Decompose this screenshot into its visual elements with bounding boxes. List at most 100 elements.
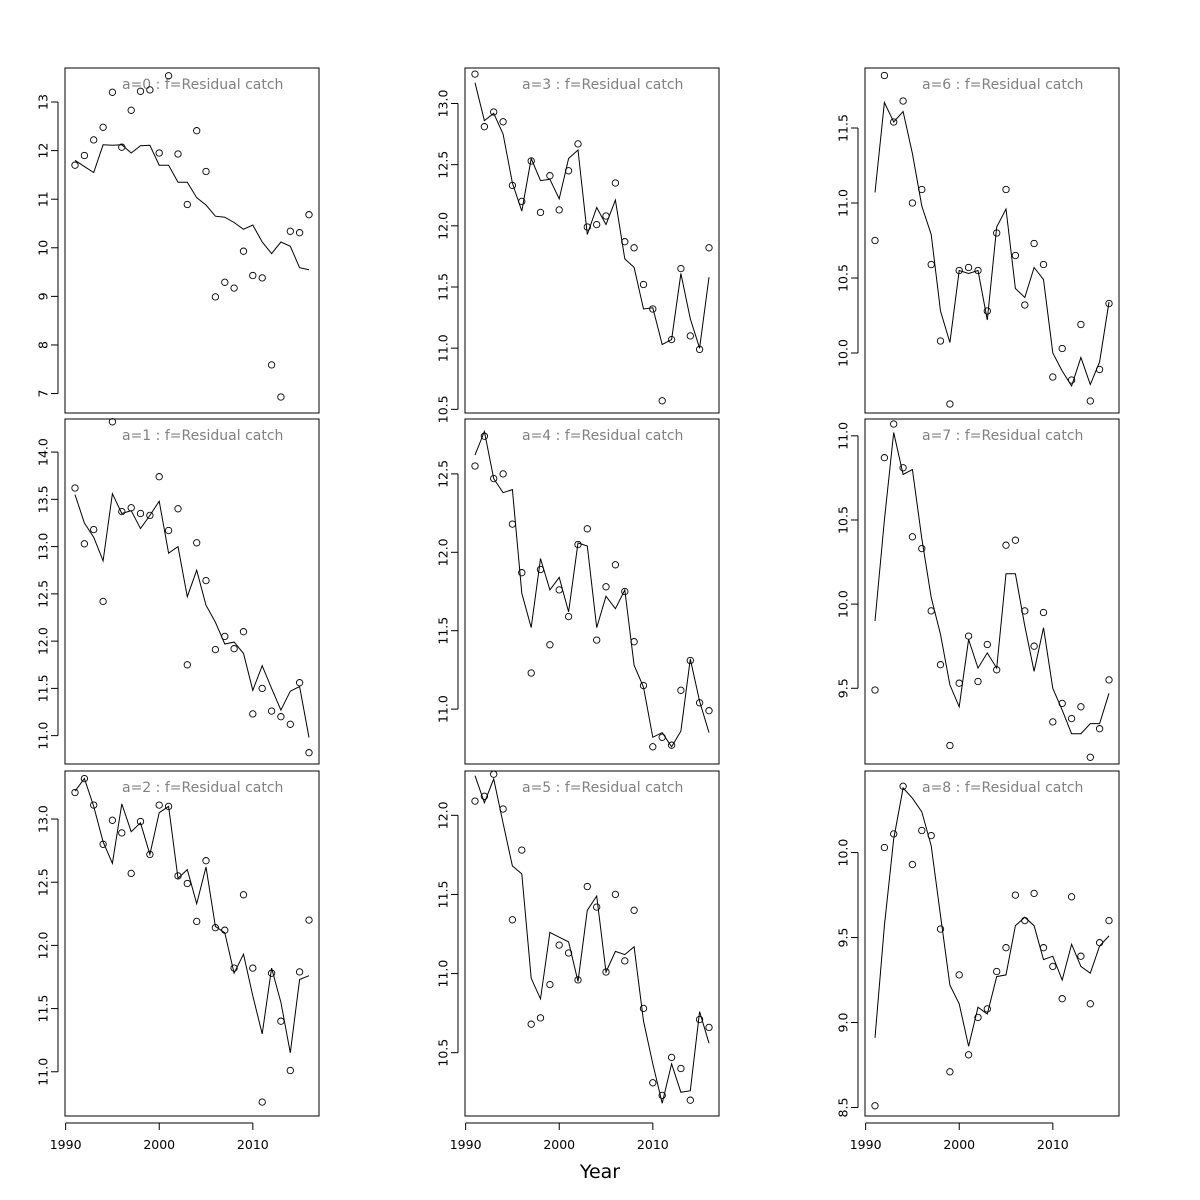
- panel-title: a=3 : f=Residual catch: [522, 77, 683, 93]
- y-tick-label: 12: [36, 143, 51, 159]
- y-tick-label: 12.5: [36, 868, 51, 896]
- observed-point: [946, 741, 954, 750]
- observed-point: [90, 136, 98, 144]
- observed-point: [1058, 344, 1066, 353]
- observed-point: [174, 150, 182, 158]
- y-tick-label: 10.0: [836, 339, 851, 367]
- observed-point: [146, 86, 154, 94]
- y-tick-label: 10.5: [436, 1039, 451, 1067]
- observed-point: [1086, 397, 1094, 405]
- observed-point: [974, 677, 982, 686]
- panel-0: 7 8 9 10 11 12 13 a=0 : f=Residual catch: [36, 67, 320, 414]
- x-tick-label: 1990: [450, 1137, 482, 1152]
- observed-point: [574, 540, 582, 549]
- observed-point: [639, 681, 648, 690]
- observed-point: [118, 143, 126, 151]
- y-tick-label: 9.5: [836, 928, 851, 948]
- observed-point: [695, 1015, 704, 1024]
- fitted-line: [874, 432, 1110, 735]
- observed-point: [1011, 891, 1020, 899]
- observed-point: [1049, 373, 1057, 381]
- observed-point: [508, 181, 517, 190]
- observed-point: [211, 924, 220, 932]
- observed-point: [258, 274, 266, 282]
- observed-point: [658, 1091, 666, 1100]
- plot-frame: [864, 418, 1120, 765]
- observed-point: [908, 199, 917, 207]
- observed-point: [936, 925, 945, 933]
- observed-point: [249, 710, 257, 718]
- observed-point: [1030, 239, 1038, 248]
- observed-point: [546, 980, 554, 989]
- observed-point: [127, 106, 135, 114]
- y-tick-label: 12.5: [436, 460, 451, 488]
- observed-point: [677, 1064, 685, 1073]
- observed-point: [705, 1023, 713, 1032]
- observed-point: [918, 544, 926, 553]
- observed-point: [90, 525, 98, 534]
- observed-point: [155, 473, 163, 481]
- observed-point: [649, 305, 657, 313]
- observed-point: [174, 505, 182, 513]
- observed-point: [955, 266, 963, 275]
- plot-frame: [464, 770, 720, 1117]
- observed-point: [1021, 916, 1029, 925]
- observed-point: [686, 332, 694, 340]
- y-tick-label: 13.0: [436, 90, 451, 118]
- observed-point: [295, 968, 304, 976]
- y-tick-label: 13.0: [36, 805, 51, 833]
- y-tick-label: 11: [36, 191, 51, 207]
- observed-point: [649, 1079, 657, 1087]
- panel-title: a=1 : f=Residual catch: [122, 428, 283, 444]
- observed-point: [946, 400, 954, 408]
- observed-point: [536, 1014, 545, 1022]
- observed-point: [193, 539, 201, 547]
- observed-point: [593, 903, 601, 911]
- observed-point: [90, 801, 98, 809]
- observed-point: [108, 816, 117, 824]
- observed-point: [574, 140, 582, 148]
- observed-point: [574, 976, 582, 984]
- observed-point: [621, 238, 629, 246]
- observed-point: [1095, 365, 1104, 374]
- plot-frame: [864, 67, 1120, 414]
- observed-point: [518, 569, 526, 577]
- observed-point: [155, 801, 163, 809]
- fitted-line: [474, 775, 710, 1104]
- observed-point: [518, 846, 526, 854]
- y-tick-label: 10.0: [836, 839, 851, 867]
- observed-point: [267, 361, 276, 369]
- x-tick-label: 2000: [543, 1137, 575, 1152]
- observed-point: [1067, 714, 1076, 723]
- y-tick-label: 11.0: [836, 189, 851, 217]
- observed-point: [621, 587, 629, 596]
- observed-point: [936, 661, 945, 669]
- observed-point: [593, 220, 601, 229]
- observed-point: [1039, 260, 1048, 269]
- observed-point: [1002, 185, 1010, 194]
- observed-point: [277, 1017, 285, 1025]
- panel-title: a=8 : f=Residual catch: [922, 780, 1083, 796]
- panel-8: 8.5 9.0 9.5 10.0 1990 2000 2010 a=8 : f=Residua…: [836, 770, 1120, 1152]
- observed-point: [183, 200, 191, 209]
- observed-point: [499, 118, 507, 126]
- panel-7: 9.5 10.0 10.5 11.0 a=7 : f=Residual catch: [836, 418, 1120, 765]
- observed-point: [202, 576, 210, 585]
- y-tick-label: 12.5: [436, 151, 451, 179]
- observed-point: [564, 167, 573, 175]
- x-tick-label: 2000: [143, 1137, 175, 1152]
- observed-point: [136, 87, 145, 95]
- observed-point: [630, 244, 638, 252]
- observed-point: [1077, 320, 1085, 329]
- observed-point: [555, 586, 563, 594]
- observed-point: [490, 770, 498, 778]
- observed-point: [108, 418, 117, 426]
- observed-point: [536, 565, 545, 574]
- observed-point: [267, 969, 276, 977]
- panel-title: a=5 : f=Residual catch: [522, 780, 683, 796]
- observed-point: [267, 707, 276, 715]
- observed-point: [99, 123, 107, 131]
- observed-point: [602, 212, 610, 220]
- observed-point: [964, 1051, 973, 1059]
- observed-point: [527, 669, 535, 677]
